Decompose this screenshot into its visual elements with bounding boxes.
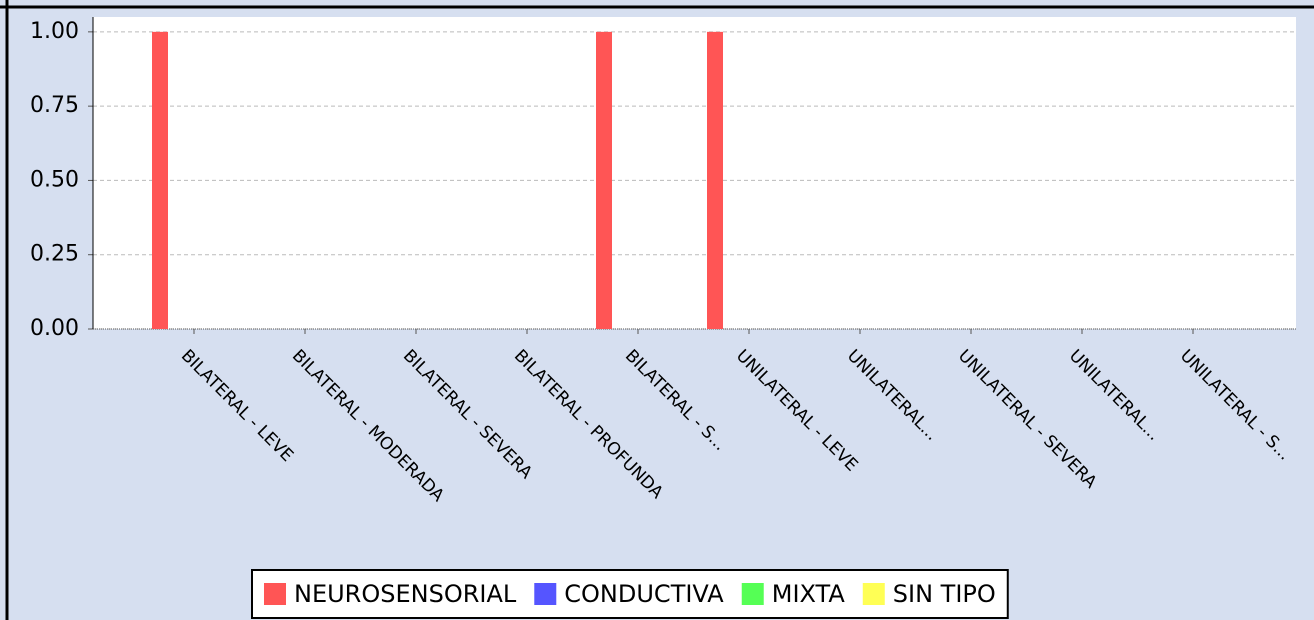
legend-label: SIN TIPO [893,580,996,608]
legend-label: MIXTA [772,580,846,608]
bar [707,31,723,329]
legend-label: CONDUCTIVA [564,580,724,608]
legend-swatch [534,583,557,605]
plot-area [93,17,1296,329]
legend-swatch [264,583,286,605]
y-tick-label: 1.00 [30,19,79,44]
bar [152,31,168,329]
bar [596,31,612,329]
y-tick-label: 0.75 [30,93,79,118]
y-tick-label: 0.00 [30,316,79,341]
legend: NEUROSENSORIAL CONDUCTIVA MIXTA SIN TIPO [251,569,1009,619]
legend-swatch [862,583,885,605]
y-tick-label: 0.50 [30,167,79,192]
legend-swatch [741,583,764,605]
legend-label: NEUROSENSORIAL [294,580,517,608]
y-tick-label: 0.25 [30,242,79,267]
